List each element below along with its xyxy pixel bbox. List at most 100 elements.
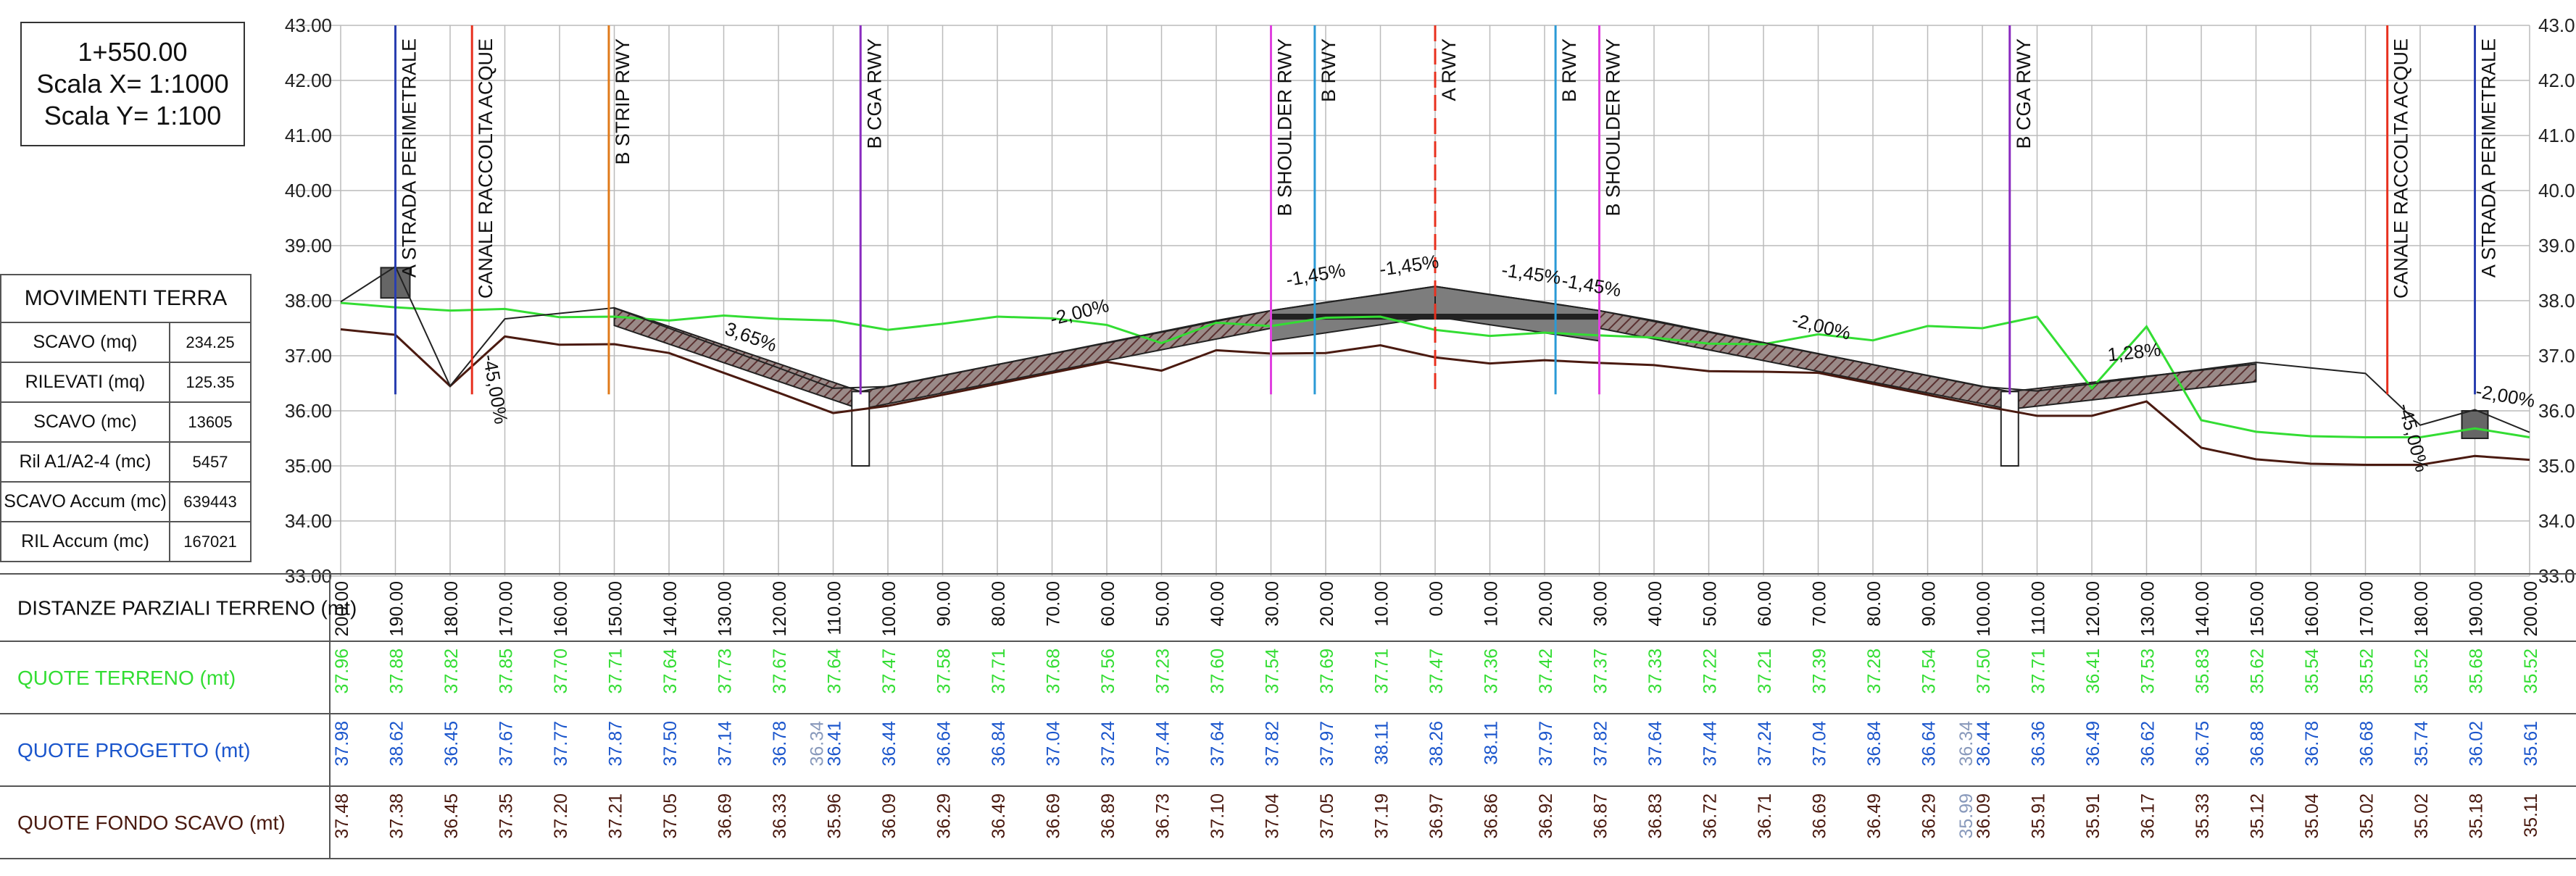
table-cell-value: 37.24	[1098, 721, 1118, 767]
table-cell-value: 36.41	[825, 721, 845, 767]
table-cell-value: 37.20	[551, 793, 571, 839]
drain-left	[851, 391, 871, 467]
feature-label: CANALE RACCOLTA ACQUE	[2390, 38, 2412, 299]
table-cell-value: 37.58	[934, 648, 955, 694]
table-cell-value: 50.00	[1153, 581, 1173, 627]
table-cell-value: 37.73	[715, 648, 736, 694]
table-cell-value: 37.50	[1974, 648, 1994, 694]
table-cell-value: 35.96	[825, 793, 845, 839]
table-cell-value: 37.64	[1208, 721, 1228, 767]
elevation-tick-label: 37.00	[285, 345, 332, 367]
table-cell-value: 37.54	[1919, 648, 1940, 694]
table-cell-value: 130.00	[2138, 581, 2159, 636]
table-cell-value: 35.52	[2357, 648, 2377, 694]
table-cell-value: 36.44	[879, 721, 899, 767]
table-cell-value-secondary: 35.99	[1956, 793, 1977, 839]
table-cell-value: 35.83	[2193, 648, 2213, 694]
elevation-tick-label: 35.00	[285, 455, 332, 477]
table-cell-value: 37.60	[1208, 648, 1228, 694]
slope-label: -2,00%	[2474, 380, 2536, 412]
table-cell-value: 180.00	[441, 581, 462, 636]
table-cell-value: 140.00	[2193, 581, 2213, 636]
elevation-tick-label: 34.00	[285, 510, 332, 532]
table-cell-value: 160.00	[2302, 581, 2322, 636]
table-cell-value: 36.09	[879, 793, 899, 839]
table-cell-value: 140.00	[660, 581, 681, 636]
table-cell-value: 37.22	[1700, 648, 1721, 694]
table-cell-value: 36.45	[441, 793, 462, 839]
table-cell-value-secondary: 36.34	[807, 721, 828, 767]
table-cell-value: 180.00	[2411, 581, 2432, 636]
table-cell-value: 37.36	[1482, 648, 1502, 694]
table-cell-value: 30.00	[1591, 581, 1611, 627]
table-cell-value: 200.00	[332, 581, 352, 636]
table-cell-value: 37.98	[332, 721, 352, 767]
table-cell-value: 110.00	[2029, 581, 2049, 635]
table-cell-value: 37.04	[1263, 793, 1283, 839]
table-cell-value-secondary: 36.34	[1956, 721, 1977, 767]
table-cell-value: 37.71	[606, 648, 626, 694]
table-cell-value: 37.77	[551, 721, 571, 767]
table-cell-value: 36.36	[2029, 721, 2049, 767]
table-cell-value: 35.52	[2411, 648, 2432, 694]
table-cell-value: 37.71	[2029, 648, 2049, 694]
table-cell-value: 20.00	[1317, 581, 1337, 627]
elevation-tick-label-right: 33.0	[2538, 565, 2575, 587]
table-cell-value: 40.00	[1208, 581, 1228, 627]
table-cell-value: 37.68	[1044, 648, 1064, 694]
table-cell-value: 37.64	[1645, 721, 1666, 767]
table-cell-value: 160.00	[551, 581, 571, 636]
elevation-tick-label-right: 36.0	[2538, 400, 2575, 422]
table-cell-value: 37.82	[441, 648, 462, 694]
table-cell-value: 36.78	[770, 721, 790, 767]
table-cell-value: 36.64	[1919, 721, 1940, 767]
elevation-tick-label: 38.00	[285, 290, 332, 312]
table-cell-value: 37.71	[989, 648, 1009, 694]
table-cell-value: 38.11	[1482, 721, 1502, 765]
table-cell-value: 37.33	[1645, 648, 1666, 694]
table-cell-value: 36.69	[715, 793, 736, 839]
table-cell-value: 10.00	[1482, 581, 1502, 627]
table-cell-value: 35.91	[2083, 793, 2103, 839]
table-cell-value: 170.00	[496, 581, 517, 636]
table-cell-value: 150.00	[2248, 581, 2268, 636]
scale-x-label: Scala X= 1:1000	[36, 69, 229, 99]
feature-label: B CGA RWY	[863, 38, 885, 149]
table-cell-value: 90.00	[1919, 581, 1940, 627]
table-cell-value: 38.26	[1426, 721, 1447, 767]
table-cell-value: 36.72	[1700, 793, 1721, 839]
elevation-tick-label: 36.00	[285, 400, 332, 422]
table-cell-value: 60.00	[1098, 581, 1118, 627]
table-cell-value: 100.00	[879, 581, 899, 636]
table-cell-value: 37.82	[1591, 721, 1611, 767]
table-cell-value: 37.42	[1536, 648, 1556, 694]
feature-label: B SHOULDER RWY	[1274, 38, 1296, 217]
table-cell-value: 37.97	[1317, 721, 1337, 767]
table-cell-value: 36.83	[1645, 793, 1666, 839]
station-title-box: 1+550.00 Scala X= 1:1000 Scala Y= 1:100	[20, 22, 245, 146]
elevation-tick-label-right: 39.0	[2538, 235, 2575, 256]
table-cell-value: 120.00	[2083, 581, 2103, 636]
table-cell-value: 36.75	[2193, 721, 2213, 767]
elevation-tick-label-right: 41.0	[2538, 125, 2575, 146]
table-cell-value: 37.04	[1044, 721, 1064, 767]
earthworks-value: 125.35	[169, 362, 252, 403]
elevation-tick-label: 40.00	[285, 180, 332, 201]
table-cell-value: 10.00	[1372, 581, 1392, 627]
earthworks-row: SCAVO Accum (mc) 639443	[0, 481, 252, 522]
earthworks-row: Ril A1/A2-4 (mc) 5457	[0, 441, 252, 483]
table-cell-value: 35.54	[2302, 648, 2322, 694]
runway-left	[1270, 285, 1436, 342]
table-cell-value: 37.67	[770, 648, 790, 694]
pavement-layers	[380, 267, 2489, 467]
table-cell-value: 36.02	[2467, 721, 2487, 767]
elevation-tick-label-right: 35.0	[2538, 455, 2575, 477]
table-cell-value: 36.49	[1864, 793, 1885, 839]
table-cell-value: 37.21	[606, 793, 626, 839]
earthworks-label: RILEVATI (mq)	[0, 362, 170, 403]
table-cell-value: 37.67	[496, 721, 517, 767]
table-cell-value: 36.49	[2083, 721, 2103, 767]
drain-right	[2000, 391, 2019, 467]
station-label: 1+550.00	[78, 37, 188, 67]
elevation-tick-label: 42.00	[285, 70, 332, 91]
